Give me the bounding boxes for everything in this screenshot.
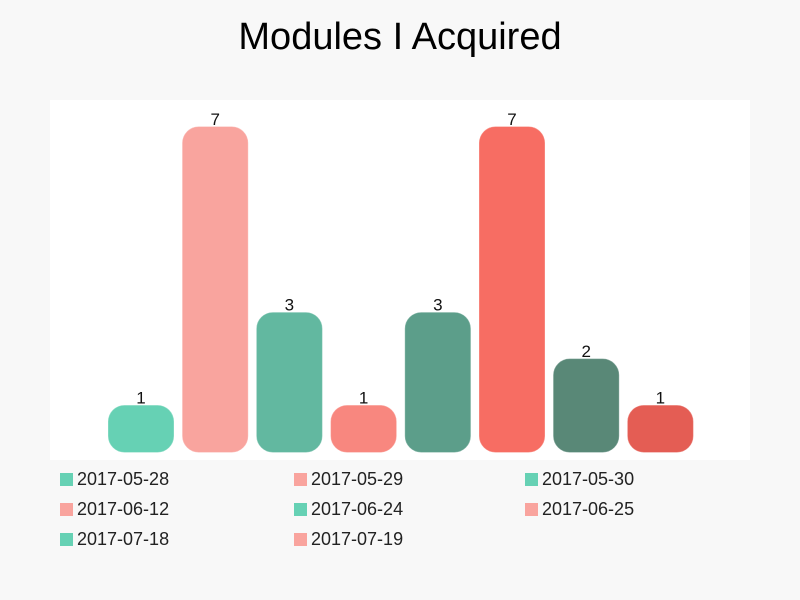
legend-label: 2017-05-28 [77,469,170,489]
legend-item-2017-07-19[interactable]: 2017-07-19 [294,528,403,550]
bar-2017-07-19 [627,405,694,453]
data-label-2017-06-25: 7 [507,110,516,129]
legend-item-2017-05-28[interactable]: 2017-05-28 [60,468,169,490]
plot-background [50,100,750,460]
legend-swatch [60,533,73,546]
bar-2017-07-18 [553,358,620,453]
data-label-2017-07-19: 1 [656,389,665,408]
legend-swatch [60,473,73,486]
legend-swatch [294,473,307,486]
bar-2017-05-28 [108,405,174,453]
legend-item-2017-06-25[interactable]: 2017-06-25 [525,498,634,520]
legend-label: 2017-07-18 [77,529,170,549]
legend-item-2017-05-29[interactable]: 2017-05-29 [294,468,403,490]
legend-swatch [525,473,538,486]
legend-item-2017-06-24[interactable]: 2017-06-24 [294,498,403,520]
legend-item-2017-07-18[interactable]: 2017-07-18 [60,528,169,550]
bar-2017-06-12 [330,405,397,453]
data-label-2017-05-30: 3 [285,296,294,315]
data-label-2017-05-28: 1 [136,389,145,408]
data-label-2017-06-24: 3 [433,296,442,315]
legend-item-2017-06-12[interactable]: 2017-06-12 [60,498,169,520]
legend-item-2017-05-30[interactable]: 2017-05-30 [525,468,634,490]
data-label-2017-06-12: 1 [359,389,368,408]
chart-title: Modules I Acquired [238,16,562,58]
legend-label: 2017-06-12 [77,499,170,519]
legend-label: 2017-05-30 [542,469,635,489]
legend-swatch [294,533,307,546]
legend-label: 2017-05-29 [311,469,404,489]
legend-swatch [294,503,307,516]
legend-swatch [60,503,73,516]
legend-label: 2017-06-25 [542,499,635,519]
legend-label: 2017-06-24 [311,499,404,519]
legend-label: 2017-07-19 [311,529,404,549]
data-label-2017-07-18: 2 [581,342,590,361]
data-label-2017-05-29: 7 [210,110,219,129]
bar-2017-05-29 [182,126,249,453]
bar-2017-06-25 [479,126,545,453]
legend-swatch [525,503,538,516]
bar-2017-06-24 [404,312,471,453]
bar-2017-05-30 [256,312,323,453]
